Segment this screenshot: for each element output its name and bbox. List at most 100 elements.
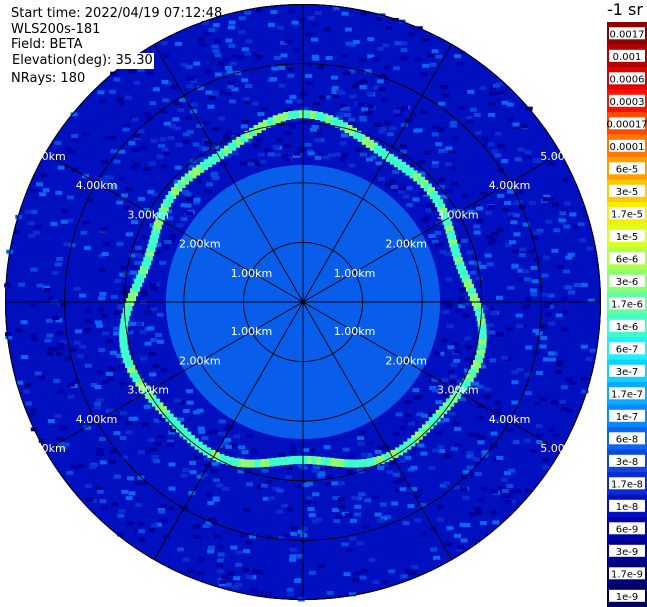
cloud-ring-gate (448, 235, 457, 243)
field-gate (307, 151, 315, 156)
field-gate (153, 418, 161, 423)
field-gate (341, 53, 349, 58)
field-gate (143, 404, 151, 409)
field-gate (83, 425, 91, 430)
field-gate (455, 308, 463, 313)
field-gate (400, 48, 408, 53)
field-gate (454, 426, 462, 431)
field-gate (313, 101, 321, 106)
field-gate (517, 268, 525, 273)
cloud-ring-gate (453, 252, 462, 261)
field-gate (60, 426, 68, 430)
field-gate (384, 515, 392, 520)
field-gate (336, 89, 344, 94)
field-gate (431, 161, 439, 166)
field-gate (105, 339, 113, 344)
field-gate (400, 41, 408, 46)
field-gate (498, 90, 506, 95)
field-gate (314, 11, 322, 15)
field-gate (338, 157, 346, 162)
field-gate (267, 496, 275, 501)
field-gate (164, 240, 172, 244)
field-gate (515, 313, 523, 318)
field-gate (225, 38, 233, 43)
field-gate (525, 345, 533, 350)
field-gate (332, 94, 340, 99)
field-gate (274, 152, 282, 157)
field-gate (349, 94, 357, 99)
field-gate (21, 355, 29, 359)
field-gate (193, 197, 201, 202)
field-gate (335, 114, 343, 119)
field-gate (200, 472, 208, 477)
field-gate (454, 443, 462, 448)
field-gate (484, 253, 492, 258)
field-gate (405, 569, 413, 574)
field-gate (394, 41, 402, 46)
cloud-ring-gate (312, 456, 321, 465)
field-gate (376, 446, 384, 450)
field-gate (534, 158, 541, 163)
colorbar: 0.0017 0.001 0.0006 0.0003 0.00017 0.0001 6e-5… (606, 22, 647, 607)
field-gate (249, 52, 257, 57)
cloud-ring-gate (120, 344, 129, 353)
field-gate (589, 348, 597, 353)
field-gate (432, 448, 440, 453)
field-gate (358, 492, 366, 497)
field-gate (471, 381, 479, 386)
field-gate (499, 417, 507, 422)
field-gate (107, 175, 115, 180)
cloud-ring-gate (381, 454, 390, 463)
field-gate (511, 380, 519, 385)
field-gate (524, 391, 532, 396)
field-gate (193, 455, 201, 459)
field-gate (420, 531, 428, 536)
field-gate (458, 397, 466, 402)
field-gate (254, 161, 262, 166)
field-gate (522, 222, 530, 227)
field-gate (473, 113, 481, 117)
field-gate (202, 147, 209, 152)
field-gate (378, 87, 386, 92)
field-gate (250, 588, 258, 593)
field-gate (385, 182, 393, 187)
cloud-ring-gate (366, 458, 375, 467)
cloud-ring-gate (444, 221, 453, 230)
field-gate (113, 415, 121, 420)
field-gate (317, 564, 325, 569)
field-gate (163, 151, 171, 156)
field-gate (541, 457, 549, 462)
field-gate (237, 55, 245, 60)
field-gate (391, 17, 399, 22)
field-gate (292, 48, 300, 53)
field-gate (36, 182, 43, 187)
field-gate (196, 474, 204, 479)
field-gate (392, 66, 400, 71)
field-gate (569, 381, 577, 386)
field-gate (121, 290, 129, 295)
field-gate (420, 72, 428, 77)
field-gate (532, 328, 540, 333)
field-gate (565, 255, 573, 260)
field-gate (485, 210, 493, 215)
field-gate (13, 230, 21, 235)
field-gate (56, 257, 64, 261)
field-gate (364, 498, 372, 503)
field-gate (114, 279, 122, 284)
field-gate (276, 488, 284, 493)
field-gate (255, 138, 263, 143)
field-gate (325, 474, 333, 479)
field-gate (113, 77, 121, 82)
field-gate (445, 146, 453, 151)
field-gate (347, 454, 355, 459)
field-gate (173, 179, 181, 184)
field-gate (404, 400, 412, 405)
cloud-ring-gate (470, 364, 479, 373)
field-gate (307, 16, 315, 21)
field-gate (148, 161, 156, 166)
field-gate (193, 200, 200, 205)
field-gate (229, 61, 237, 66)
field-gate (362, 525, 370, 530)
field-gate (444, 251, 452, 256)
field-gate (161, 79, 169, 84)
